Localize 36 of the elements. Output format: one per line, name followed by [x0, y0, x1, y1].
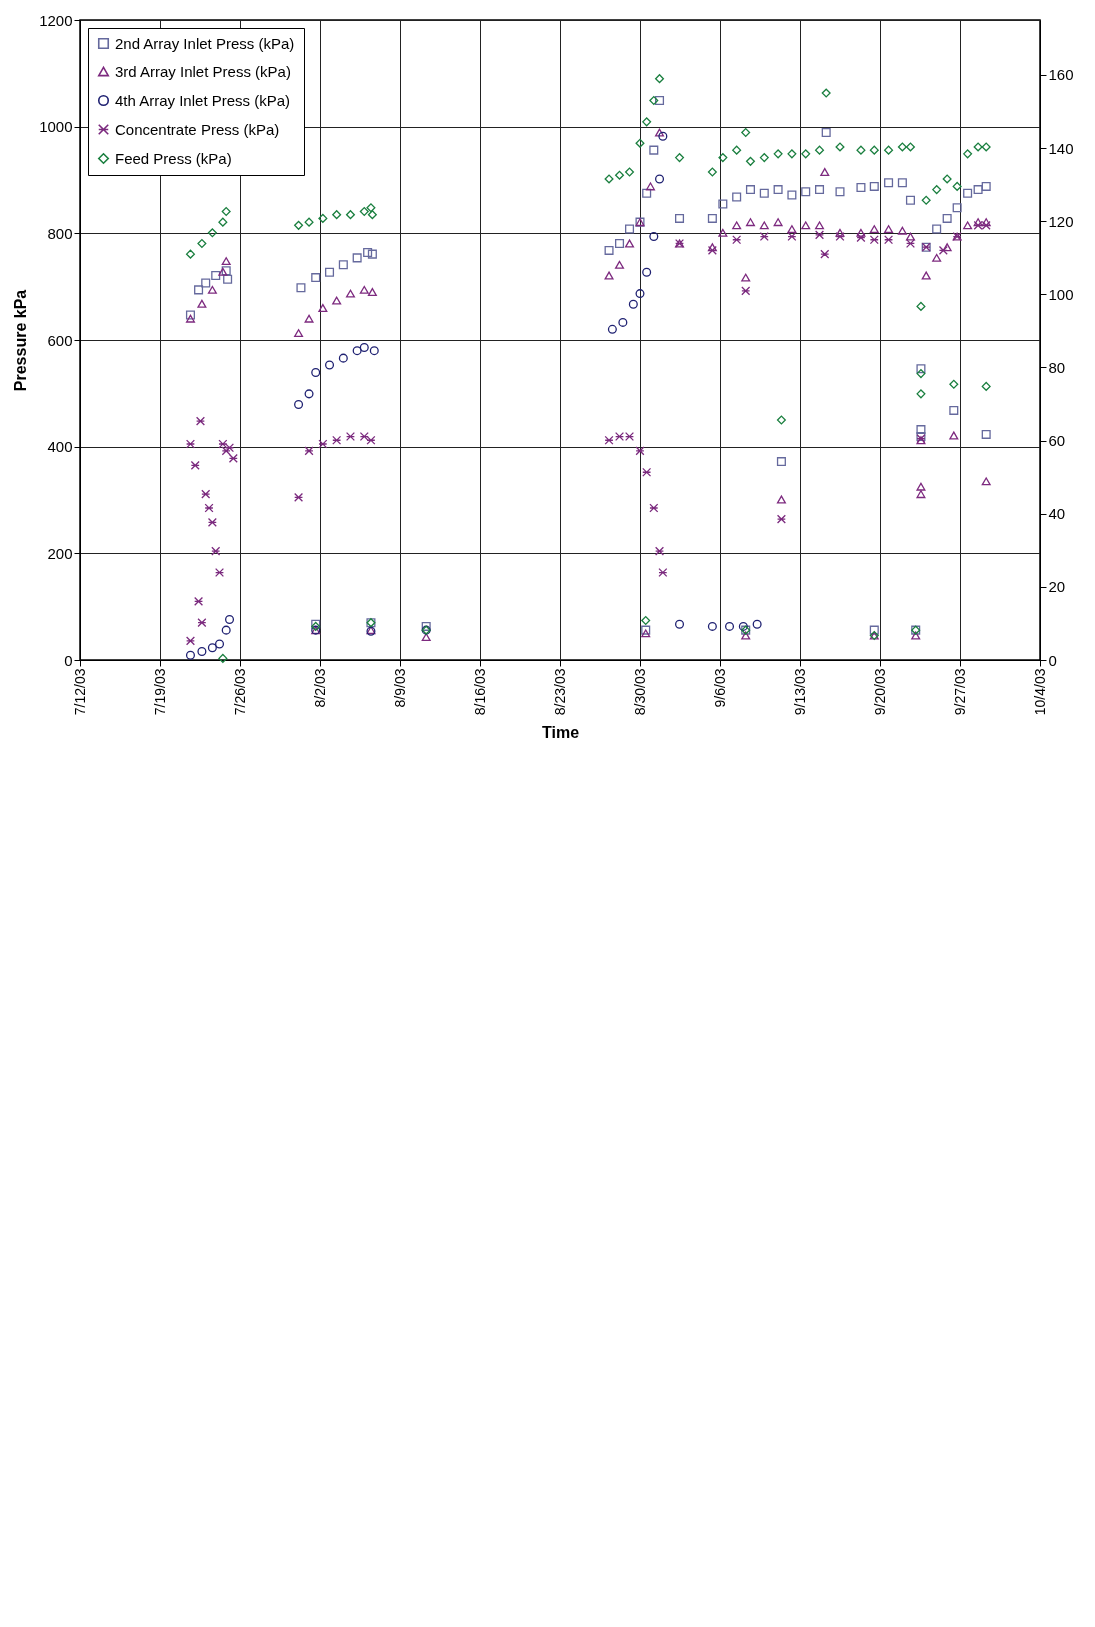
- x-tick-label: 8/9/03: [391, 668, 408, 708]
- y-axis-title: Pressure kPa: [12, 289, 30, 392]
- y2-tick-label: 20: [1048, 578, 1066, 596]
- y2-tick-label: 40: [1048, 505, 1066, 523]
- x-tick-label: 8/23/03: [551, 668, 568, 716]
- x-tick-label: 9/27/03: [951, 668, 968, 716]
- x-tick-label: 7/12/03: [71, 668, 88, 716]
- x-axis-title: Time: [541, 724, 580, 742]
- x-tick-label: 8/16/03: [471, 668, 488, 716]
- legend-label: 2nd Array Inlet Press (kPa): [115, 34, 295, 52]
- y2-tick-label: 120: [1048, 212, 1074, 230]
- y-tick-label: 0: [64, 651, 73, 669]
- y2-tick-label: 60: [1048, 432, 1066, 450]
- x-tick-label: 8/30/03: [631, 668, 648, 716]
- x-tick-label: 8/2/03: [311, 668, 328, 708]
- x-tick-label: 9/20/03: [871, 668, 888, 716]
- y2-tick-label: 140: [1048, 139, 1074, 157]
- y-tick-label: 1200: [39, 11, 73, 29]
- x-tick-label: 7/19/03: [151, 668, 168, 716]
- x-tick-label: 9/13/03: [791, 668, 808, 716]
- x-tick-label: 7/26/03: [231, 668, 248, 716]
- y2-tick-label: 80: [1048, 358, 1066, 376]
- y-tick-label: 600: [47, 331, 73, 349]
- x-tick-label: 10/4/03: [1031, 668, 1048, 716]
- y2-tick-label: 0: [1048, 651, 1057, 669]
- legend-label: Concentrate Press (kPa): [115, 120, 280, 138]
- x-tick-label: 9/6/03: [711, 668, 728, 708]
- legend-label: Feed Press (kPa): [115, 149, 232, 167]
- y-tick-label: 1000: [39, 118, 73, 136]
- y-tick-label: 800: [47, 224, 73, 242]
- legend-label: 3rd Array Inlet Press (kPa): [115, 62, 291, 80]
- y-tick-label: 200: [47, 544, 73, 562]
- y2-tick-label: 160: [1048, 66, 1074, 84]
- legend-label: 4th Array Inlet Press (kPa): [115, 91, 291, 109]
- y2-tick-label: 100: [1048, 285, 1074, 303]
- y-tick-label: 400: [47, 438, 73, 456]
